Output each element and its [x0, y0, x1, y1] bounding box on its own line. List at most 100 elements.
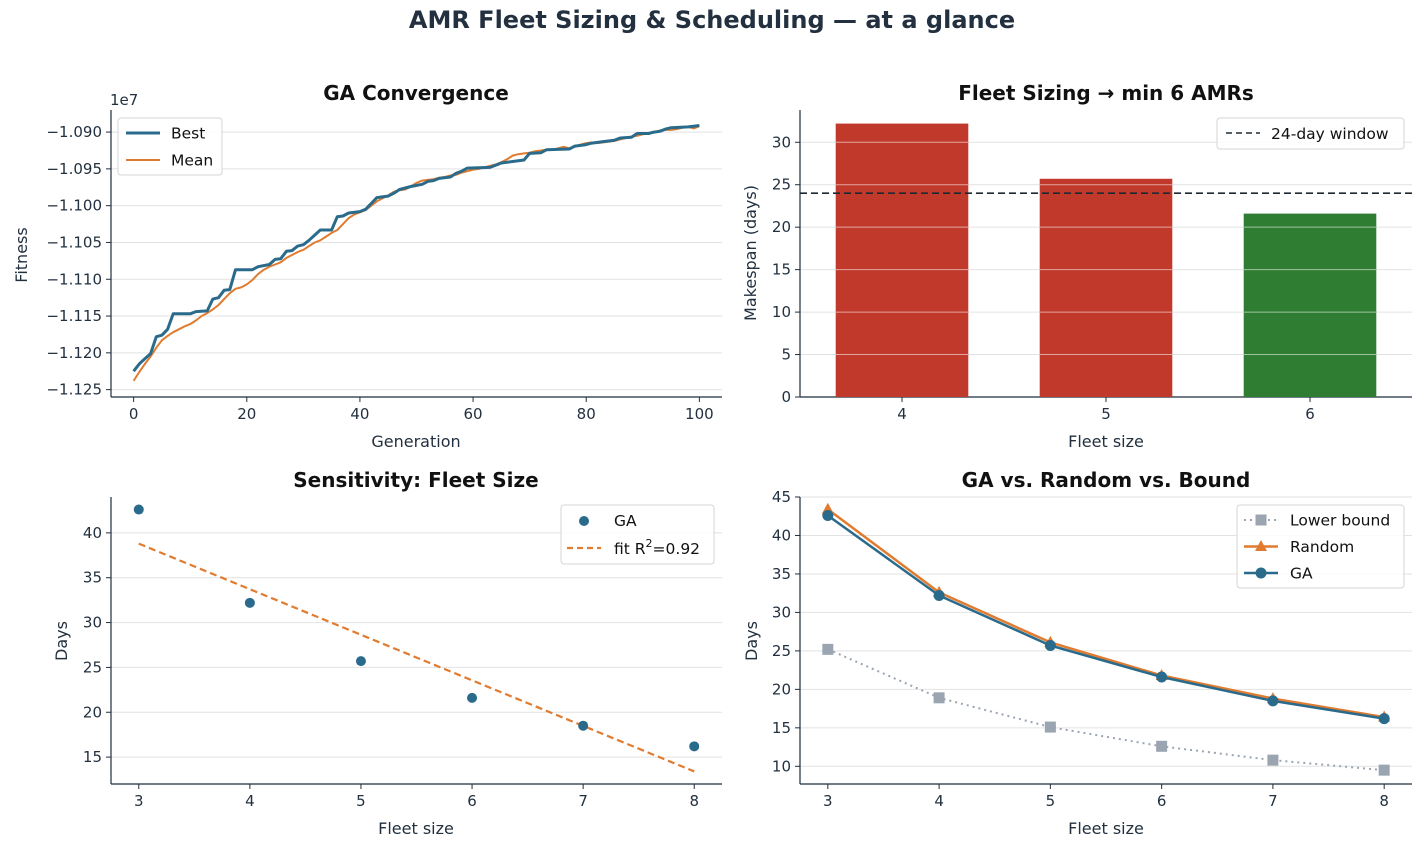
legend-swatch — [579, 516, 589, 526]
marker-lower-bound — [1378, 764, 1390, 776]
y-offset-text: 1e7 — [110, 91, 138, 109]
bar-fleet-6 — [1243, 213, 1377, 397]
y-tick-label: −1.115 — [46, 307, 102, 325]
series-line-best — [132, 124, 700, 373]
scatter-point — [689, 741, 700, 752]
fit-line — [138, 542, 695, 773]
legend-label: GA — [614, 512, 637, 530]
marker-lower-bound — [822, 643, 834, 655]
marker-lower-bound — [1267, 754, 1279, 766]
legend-label: Random — [1290, 538, 1354, 556]
y-tick-label: −1.110 — [46, 270, 102, 288]
legend-label: Mean — [171, 152, 213, 170]
series-line-random — [827, 508, 1385, 719]
y-tick-label: −1.090 — [46, 123, 102, 141]
legend-label: 24-day window — [1271, 125, 1389, 143]
marker-ga — [822, 509, 834, 521]
x-tick-label: 20 — [237, 405, 256, 423]
legend: Lower bound Random GA — [1236, 504, 1405, 589]
marker-ga — [1044, 640, 1056, 652]
panel-ga-convergence: GA Convergence 1e7 Generation Fitness −1… — [12, 81, 722, 451]
legend-frame — [560, 504, 715, 565]
x-tick-label: 40 — [350, 405, 369, 423]
x-tick-label: 4 — [897, 405, 907, 423]
y-tick-label: 0 — [781, 388, 791, 406]
panel-title: GA Convergence — [323, 81, 509, 105]
x-tick-label: 0 — [129, 405, 139, 423]
y-axis-label: Days — [742, 621, 761, 661]
scatter-point — [355, 656, 366, 667]
x-tick-label: 5 — [1101, 405, 1111, 423]
panel-ga-vs-random: GA vs. Random vs. Bound Fleet size Days … — [742, 468, 1412, 838]
scatter-point — [578, 720, 589, 731]
marker-ga — [933, 589, 945, 601]
x-tick-label: 4 — [245, 792, 255, 810]
series-line-lower-bound — [827, 648, 1385, 772]
marker-lower-bound — [1044, 721, 1056, 733]
y-tick-label: 40 — [83, 524, 102, 542]
legend-label: GA — [1290, 565, 1313, 583]
marker-lower-bound — [1156, 740, 1168, 752]
y-tick-label: 20 — [772, 218, 791, 236]
panel-title: Fleet Sizing → min 6 AMRs — [958, 81, 1254, 105]
y-tick-label: 35 — [83, 569, 102, 587]
legend-marker — [1255, 540, 1267, 551]
x-tick-label: 3 — [823, 792, 833, 810]
x-tick-label: 6 — [467, 792, 477, 810]
y-tick-label: 10 — [772, 303, 791, 321]
legend-label: Lower bound — [1290, 512, 1390, 530]
y-tick-label: 25 — [772, 176, 791, 194]
y-tick-label: 15 — [772, 719, 791, 737]
x-tick-label: 8 — [689, 792, 699, 810]
panel-sensitivity: Sensitivity: Fleet Size Fleet size Days … — [52, 468, 722, 838]
panel-title: GA vs. Random vs. Bound — [962, 468, 1251, 492]
x-tick-label: 60 — [464, 405, 483, 423]
figure-title: AMR Fleet Sizing & Scheduling — at a gla… — [408, 6, 1016, 34]
y-tick-label: −1.125 — [46, 381, 102, 399]
y-tick-label: 20 — [772, 680, 791, 698]
y-tick-label: 15 — [772, 261, 791, 279]
x-axis-label: Fleet size — [1068, 432, 1144, 451]
scatter-point — [133, 504, 144, 515]
x-tick-label: 5 — [356, 792, 366, 810]
y-tick-label: −1.120 — [46, 344, 102, 362]
y-axis-label: Makespan (days) — [741, 185, 760, 321]
panel-title: Sensitivity: Fleet Size — [293, 468, 538, 492]
y-tick-label: −1.095 — [46, 160, 102, 178]
legend-marker — [1255, 567, 1267, 579]
marker-ga — [1156, 671, 1168, 683]
y-tick-label: 15 — [83, 748, 102, 766]
y-tick-label: 45 — [772, 488, 791, 506]
x-tick-label: 7 — [578, 792, 588, 810]
x-tick-label: 100 — [685, 405, 714, 423]
x-tick-label: 8 — [1379, 792, 1389, 810]
x-tick-label: 4 — [934, 792, 944, 810]
x-axis-label: Fleet size — [1068, 819, 1144, 838]
bar-fleet-4 — [835, 123, 969, 397]
legend-label: Best — [171, 125, 205, 143]
y-tick-label: −1.100 — [46, 197, 102, 215]
y-axis-label: Fitness — [12, 227, 31, 282]
legend-frame — [1236, 504, 1405, 589]
y-tick-label: 25 — [772, 642, 791, 660]
y-tick-label: 30 — [83, 614, 102, 632]
legend: 24-day window — [1216, 117, 1405, 150]
y-tick-label: 10 — [772, 757, 791, 775]
x-tick-label: 3 — [134, 792, 144, 810]
x-tick-label: 6 — [1157, 792, 1167, 810]
y-tick-label: 40 — [772, 526, 791, 544]
y-tick-label: 5 — [781, 346, 791, 364]
legend-marker — [1255, 514, 1267, 526]
scatter-point — [244, 597, 255, 608]
panel-fleet-sizing: Fleet Sizing → min 6 AMRs Fleet size Mak… — [741, 81, 1412, 451]
marker-ga — [1378, 713, 1390, 725]
legend-frame — [1216, 117, 1405, 150]
x-tick-label: 5 — [1046, 792, 1056, 810]
y-tick-label: 25 — [83, 658, 102, 676]
x-tick-label: 80 — [577, 405, 596, 423]
x-axis-label: Fleet size — [378, 819, 454, 838]
x-tick-label: 6 — [1305, 405, 1315, 423]
y-tick-label: 20 — [83, 703, 102, 721]
y-tick-label: −1.105 — [46, 233, 102, 251]
